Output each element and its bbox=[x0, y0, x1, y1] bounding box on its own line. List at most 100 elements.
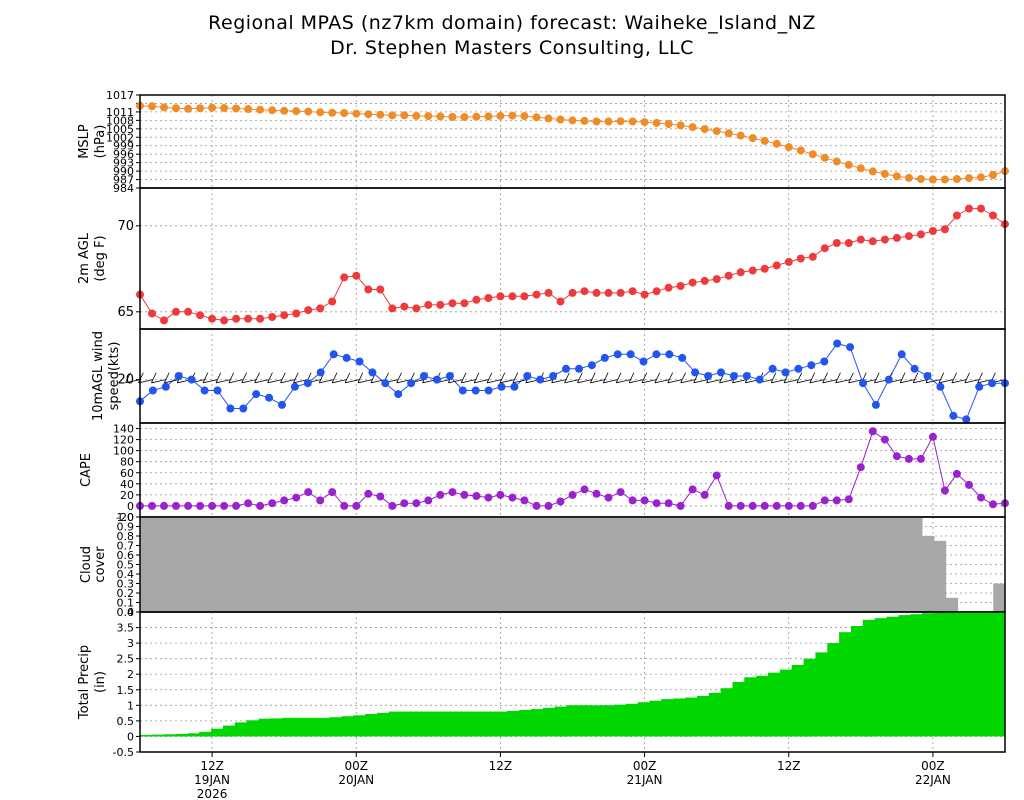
cape-point bbox=[508, 493, 517, 502]
cape-point bbox=[328, 488, 337, 497]
precip-bar bbox=[708, 692, 722, 737]
wind-barb bbox=[163, 372, 170, 383]
wind-point bbox=[833, 339, 842, 348]
wind-barb bbox=[628, 372, 635, 383]
cloud-bar bbox=[910, 517, 923, 612]
wind-point bbox=[794, 364, 803, 373]
wind-point bbox=[239, 404, 248, 413]
mslp-point bbox=[820, 153, 829, 162]
cape-point bbox=[940, 486, 949, 495]
mslp-ylabel-line2: (hPa) bbox=[93, 125, 108, 159]
temp-point bbox=[364, 285, 373, 294]
wind-barb bbox=[241, 372, 247, 383]
temp-point bbox=[172, 307, 180, 316]
wind-barb bbox=[913, 379, 928, 384]
cloud-bar bbox=[483, 517, 496, 612]
precip-bar bbox=[957, 612, 970, 737]
wind-barb bbox=[615, 372, 622, 383]
precip-bar bbox=[246, 720, 259, 737]
precip-bar bbox=[673, 698, 686, 737]
temp-point bbox=[208, 314, 217, 323]
temp-point bbox=[472, 295, 481, 304]
cape-point bbox=[292, 493, 301, 502]
precip-tick-label: 2 bbox=[127, 668, 134, 681]
wind-point bbox=[342, 353, 351, 362]
temp-point bbox=[508, 292, 517, 301]
temp-tick-label: 65 bbox=[117, 305, 134, 320]
cape-point bbox=[928, 432, 937, 441]
precip-bar bbox=[791, 664, 804, 737]
temp-point bbox=[388, 304, 397, 313]
mslp-point bbox=[508, 111, 517, 120]
mslp-point bbox=[592, 117, 601, 126]
chart-title: Regional MPAS (nz7km domain) forecast: W… bbox=[208, 12, 816, 34]
mslp-ylabel-line1: MSLP bbox=[77, 124, 92, 159]
cloud-tick-label: 1.0 bbox=[117, 511, 135, 524]
precip-bar bbox=[661, 699, 674, 737]
cape-point bbox=[724, 501, 733, 510]
temp-point bbox=[844, 239, 853, 247]
cape-tick-label: 0 bbox=[127, 500, 134, 513]
wind-barb bbox=[796, 372, 803, 383]
wind-point bbox=[910, 364, 919, 373]
wind-barb bbox=[654, 379, 670, 384]
cape-point bbox=[208, 501, 217, 510]
cape-point bbox=[580, 485, 589, 494]
precip-bar bbox=[554, 706, 567, 737]
precip-bar bbox=[768, 672, 781, 737]
cape-point bbox=[989, 500, 997, 509]
cape-point bbox=[808, 501, 817, 510]
wind-barb bbox=[332, 379, 347, 384]
mslp-point bbox=[340, 109, 349, 117]
wind-barb bbox=[951, 379, 967, 384]
time-tick-label: 12Z bbox=[777, 759, 801, 773]
wind-ylabel-line2: speed(kts) bbox=[107, 342, 122, 411]
cloud-bar bbox=[282, 517, 295, 612]
wind-point bbox=[265, 393, 274, 402]
mslp-point bbox=[328, 108, 337, 117]
cape-point bbox=[856, 463, 865, 472]
precip-tick-label: 1.5 bbox=[117, 684, 135, 697]
wind-point bbox=[394, 390, 403, 399]
cloud-bar bbox=[329, 517, 342, 612]
cloud-bar bbox=[732, 517, 745, 612]
cloud-tick-label: 0.5 bbox=[117, 559, 135, 572]
cloud-bar bbox=[625, 517, 639, 612]
wind-barb bbox=[512, 372, 519, 383]
mslp-point bbox=[160, 103, 168, 112]
mslp-point bbox=[940, 175, 949, 184]
wind-point bbox=[988, 379, 997, 388]
mslp-point bbox=[568, 116, 577, 125]
temp-point bbox=[580, 287, 589, 296]
cloud-bar bbox=[187, 517, 200, 612]
precip-ylabel-line1: Total Precip bbox=[77, 645, 92, 720]
mslp-point bbox=[352, 109, 361, 118]
cloud-bar bbox=[305, 517, 319, 612]
precip-bar bbox=[234, 722, 248, 737]
temp-point bbox=[796, 254, 805, 263]
precip-bar bbox=[222, 725, 236, 737]
precip-bar bbox=[507, 710, 520, 737]
precip-bar bbox=[874, 618, 887, 737]
temp-point bbox=[184, 307, 193, 316]
temp-point bbox=[412, 304, 421, 313]
temp-point bbox=[928, 227, 937, 235]
mslp-point bbox=[688, 123, 697, 132]
wind-barb bbox=[151, 379, 166, 384]
mslp-tick-label: 990 bbox=[113, 165, 134, 178]
wind-barb bbox=[835, 372, 841, 383]
cape-point bbox=[736, 501, 745, 510]
precip-bar bbox=[945, 612, 959, 737]
precip-bar bbox=[625, 703, 639, 737]
cape-point bbox=[760, 501, 769, 510]
cape-point bbox=[484, 493, 493, 502]
cape-point bbox=[256, 501, 265, 510]
precip-bar bbox=[862, 619, 876, 737]
wind-barb bbox=[254, 372, 260, 383]
cloud-bar bbox=[436, 517, 449, 612]
cloud-bar bbox=[673, 517, 686, 612]
wind-barb bbox=[680, 372, 686, 383]
mslp-point bbox=[388, 111, 397, 120]
mslp-point bbox=[892, 172, 901, 181]
